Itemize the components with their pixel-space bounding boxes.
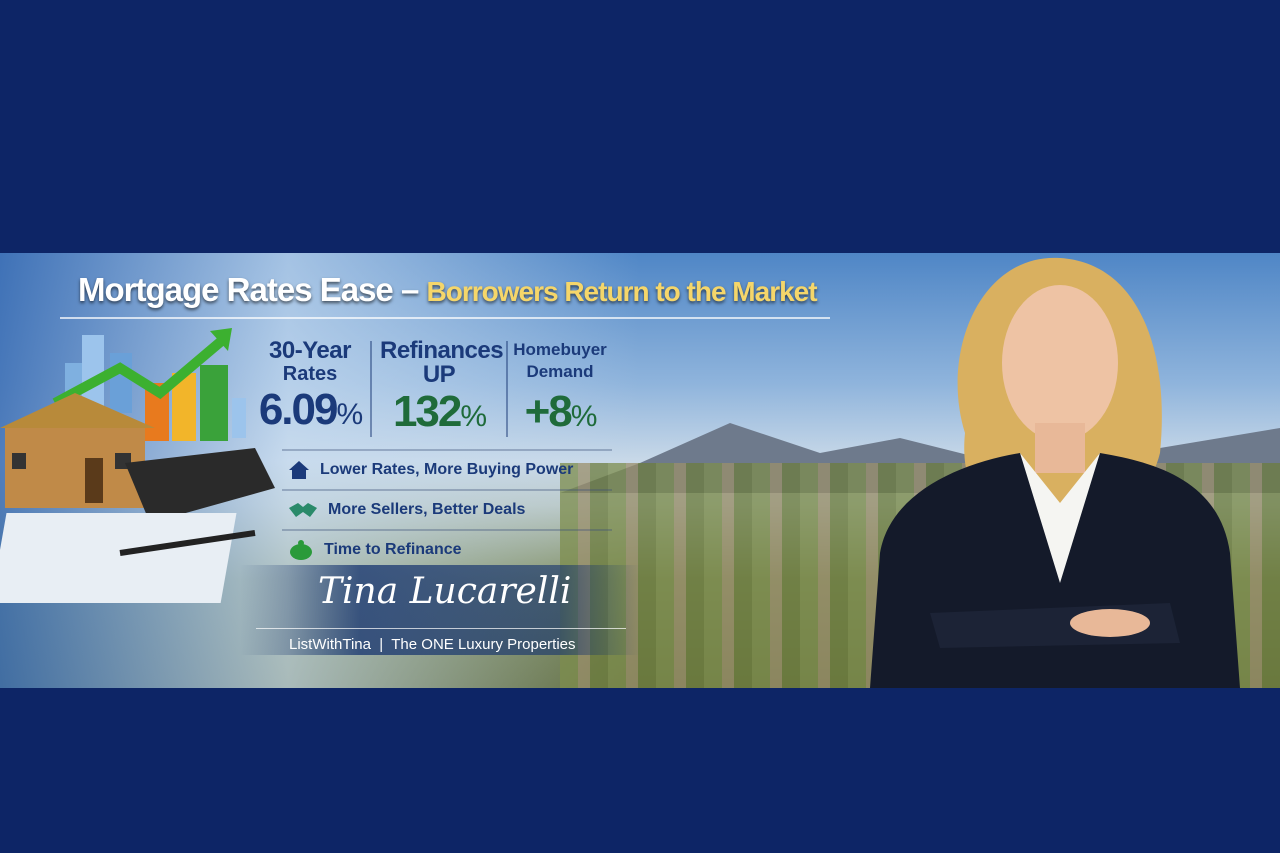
headline-sub: Borrowers Return to the Market (426, 276, 818, 307)
house-icon (289, 461, 309, 479)
list-item: Lower Rates, More Buying Power (282, 449, 612, 489)
list-item: Time to Refinance (282, 529, 612, 569)
list-item-text: More Sellers, Better Deals (328, 501, 526, 518)
agent-portrait (870, 257, 1240, 688)
stat-homebuyer-demand: Homebuyer Demand +8% (512, 339, 608, 442)
stat-label: Refinances (380, 337, 504, 364)
divider (60, 317, 830, 319)
list-item-text: Lower Rates, More Buying Power (320, 461, 574, 478)
divider (370, 341, 372, 437)
signature-band (240, 565, 640, 655)
stat-30-year-rates: 30-Year Rates 6.09% (256, 339, 364, 440)
stat-unit: % (570, 400, 598, 433)
handshake-icon (289, 503, 317, 517)
list-item-text: Time to Refinance (324, 541, 462, 558)
piggy-bank-icon (290, 540, 312, 560)
tagline: ListWithTina | The ONE Luxury Properties (289, 636, 576, 653)
stat-label: Homebuyer (513, 340, 607, 359)
list-item: More Sellers, Better Deals (282, 489, 612, 529)
signature: Tina Lucarelli (318, 571, 572, 612)
banner: Mortgage Rates Ease – Borrowers Return t… (0, 253, 1280, 688)
benefits-list: Lower Rates, More Buying Power More Sell… (282, 449, 612, 569)
headline: Mortgage Rates Ease – Borrowers Return t… (78, 271, 818, 309)
stat-label: Rates (282, 363, 338, 385)
stat-label: 30-Year (269, 337, 351, 364)
divider (256, 628, 626, 629)
stat-unit: % (460, 400, 487, 433)
stat-value: 132 (392, 387, 462, 436)
stat-label: Demand (526, 362, 594, 381)
stat-value: +8 (524, 387, 573, 436)
stat-value: 6.09 (258, 385, 339, 434)
stat-label: UP (422, 361, 456, 388)
headline-main: Mortgage Rates Ease (78, 271, 394, 308)
house-chart-calculator-illustration (0, 328, 275, 603)
divider (506, 341, 508, 437)
headline-dash: – (392, 271, 427, 308)
stat-refinances: Refinances UP 132% (380, 337, 504, 442)
stat-unit: % (336, 398, 363, 431)
